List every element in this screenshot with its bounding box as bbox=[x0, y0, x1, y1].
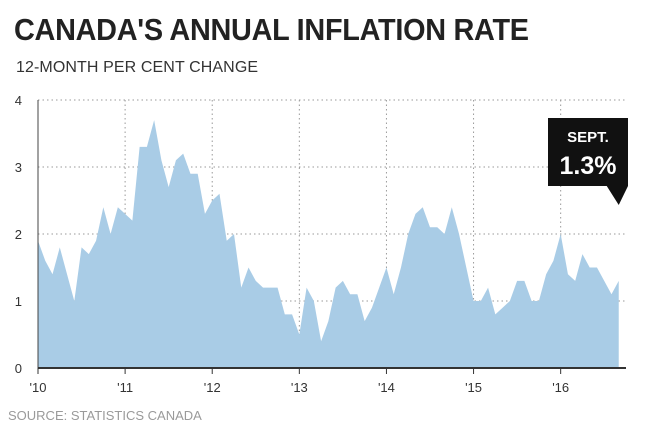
callout-value: 1.3% bbox=[560, 152, 617, 180]
y-tick-label: 2 bbox=[15, 227, 22, 242]
x-tick-label: '11 bbox=[117, 380, 133, 395]
chart-subtitle: 12-MONTH PER CENT CHANGE bbox=[16, 59, 259, 76]
y-tick-label: 3 bbox=[15, 160, 22, 175]
inflation-area bbox=[38, 120, 619, 368]
callout-box bbox=[548, 118, 628, 205]
y-tick-label: 0 bbox=[15, 361, 22, 376]
x-tick-labels: '10 '11 '12 '13 '14 '15 '16 bbox=[30, 380, 570, 395]
y-tick-labels: 0 1 2 3 4 bbox=[15, 93, 22, 376]
x-tick-label: '14 bbox=[378, 380, 395, 395]
x-tick-label: '10 bbox=[30, 380, 47, 395]
x-tick-label: '13 bbox=[291, 380, 308, 395]
grid-lines bbox=[38, 99, 626, 368]
x-tick-label: '15 bbox=[465, 380, 482, 395]
chart-title: CANADA'S ANNUAL INFLATION RATE bbox=[14, 12, 529, 47]
x-tick-label: '12 bbox=[204, 380, 221, 395]
x-tick-label: '16 bbox=[552, 380, 569, 395]
y-tick-label: 4 bbox=[15, 93, 22, 108]
axes bbox=[37, 100, 626, 374]
y-tick-label: 1 bbox=[15, 294, 22, 309]
callout-label: SEPT. bbox=[567, 129, 609, 146]
source-note: SOURCE: STATISTICS CANADA bbox=[8, 408, 202, 423]
sept-callout: SEPT. 1.3% bbox=[548, 118, 628, 205]
inflation-chart: 0 1 2 3 4 '10 '11 '12 '13 '14 '15 '16 SEPT. 1.3% bbox=[15, 93, 628, 395]
